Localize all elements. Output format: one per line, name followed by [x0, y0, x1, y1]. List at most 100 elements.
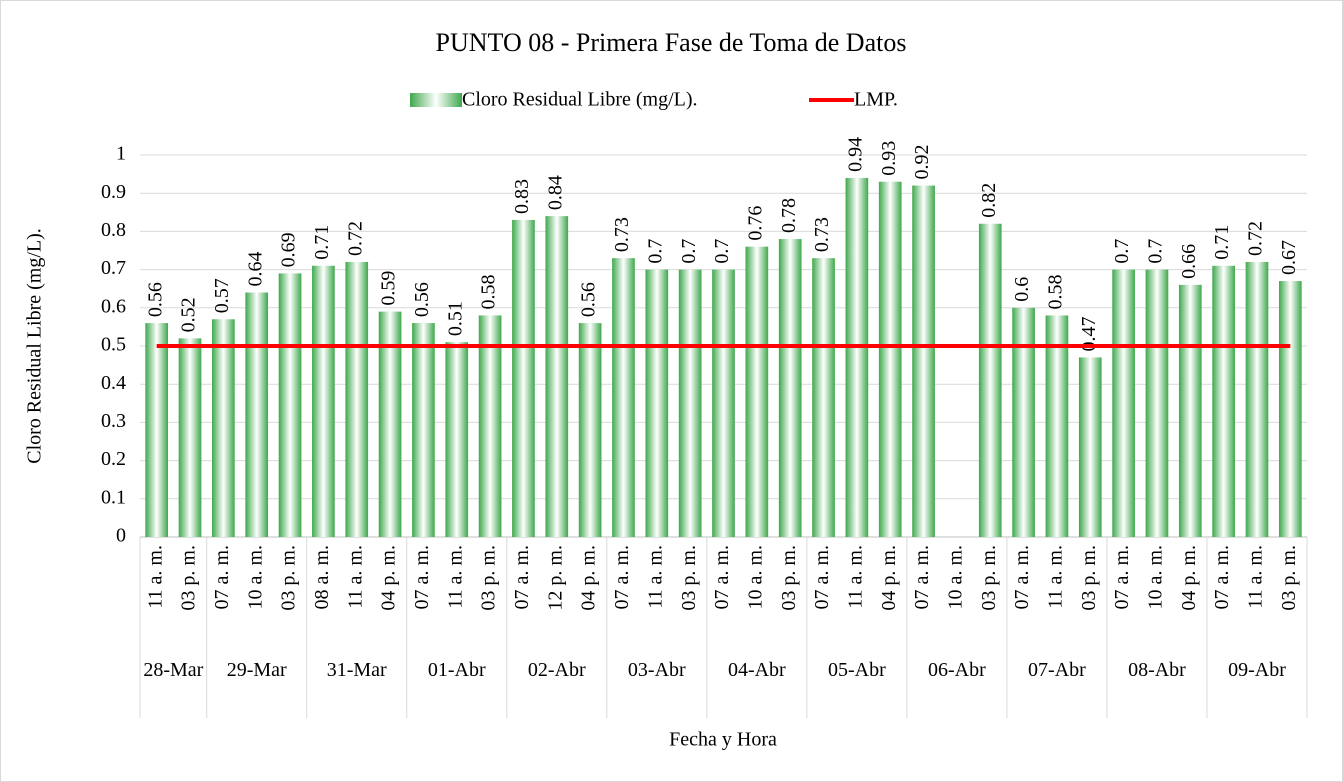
bar — [312, 265, 335, 537]
data-label: 0.51 — [444, 301, 466, 336]
bar — [212, 319, 235, 537]
bar — [912, 185, 935, 537]
data-label: 0.56 — [144, 282, 166, 317]
x-tick-label: 04 p. m. — [378, 545, 400, 611]
data-label: 0.73 — [611, 217, 633, 252]
data-label: 0.64 — [244, 252, 266, 287]
x-tick-label: 10 a. m. — [244, 545, 266, 609]
data-label: 0.78 — [778, 198, 800, 233]
data-label: 0.93 — [878, 141, 900, 176]
x-tick-label: 07 a. m. — [711, 545, 733, 609]
bar — [445, 342, 469, 537]
data-label: 0.82 — [978, 183, 1000, 218]
group-label: 29-Mar — [226, 659, 287, 681]
x-tick-label: 11 a. m. — [444, 545, 466, 609]
data-label: 0.83 — [511, 179, 533, 214]
legend-label: LMP. — [854, 89, 898, 111]
y-axis-title: Cloro Residual Libre (mg/L). — [24, 228, 46, 464]
bar — [712, 269, 735, 537]
bar — [278, 273, 302, 537]
x-tick-label: 04 p. m. — [878, 545, 900, 611]
y-tick-label: 0.5 — [101, 334, 126, 356]
data-label: 0.76 — [744, 206, 766, 241]
data-label: 0.56 — [411, 282, 433, 317]
y-tick-label: 0.2 — [101, 448, 126, 470]
x-tick-label: 10 a. m. — [944, 545, 966, 609]
legend-label: Cloro Residual Libre (mg/L). — [462, 89, 698, 111]
group-label: 09-Abr — [1228, 659, 1286, 681]
bar — [478, 315, 502, 537]
x-tick-label: 11 a. m. — [144, 545, 166, 609]
x-tick-label: 03 p. m. — [278, 545, 300, 611]
bar — [412, 323, 435, 537]
bar — [512, 219, 535, 537]
group-label: 06-Abr — [928, 659, 986, 681]
data-label: 0.72 — [344, 221, 366, 256]
data-label: 0.94 — [844, 137, 866, 172]
bar — [678, 269, 702, 537]
x-tick-label: 07 a. m. — [411, 545, 433, 609]
x-tick-label: 07 a. m. — [211, 545, 233, 609]
chart-title: PUNTO 08 - Primera Fase de Toma de Datos — [436, 28, 907, 57]
data-label: 0.52 — [178, 297, 200, 332]
bar — [145, 323, 169, 537]
x-tick-label: 12 p. m. — [544, 545, 566, 611]
data-label: 0.66 — [1178, 244, 1200, 279]
bar — [645, 269, 669, 537]
bar — [812, 258, 835, 537]
bar — [378, 311, 402, 537]
group-label: 05-Abr — [827, 659, 886, 681]
x-tick-label: 07 a. m. — [1011, 545, 1033, 609]
x-tick-label: 03 p. m. — [1278, 545, 1300, 611]
bar — [1012, 307, 1035, 537]
x-tick-label: 10 a. m. — [744, 545, 766, 609]
group-label: 31-Mar — [326, 659, 387, 681]
data-label: 0.6 — [1011, 277, 1033, 302]
x-tick-label: 07 a. m. — [1111, 545, 1133, 609]
bar — [245, 292, 269, 537]
bar — [1045, 315, 1069, 537]
bar — [578, 323, 602, 537]
x-tick-label: 03 p. m. — [778, 545, 800, 611]
y-tick-label: 0.9 — [101, 181, 126, 203]
data-label: 0.7 — [711, 239, 733, 264]
bar — [1078, 357, 1102, 537]
x-tick-label: 11 a. m. — [1045, 545, 1067, 609]
x-tick-label: 04 p. m. — [1178, 545, 1200, 611]
bar — [1245, 261, 1269, 537]
bar — [1212, 265, 1235, 537]
group-label: 03-Abr — [627, 659, 686, 681]
x-tick-label: 03 p. m. — [678, 545, 700, 611]
x-axis-title: Fecha y Hora — [669, 729, 777, 751]
x-tick-label: 08 a. m. — [311, 545, 333, 609]
data-label: 0.69 — [278, 232, 300, 267]
data-label: 0.58 — [1045, 274, 1067, 309]
x-tick-label: 11 a. m. — [644, 545, 666, 609]
data-label: 0.57 — [211, 278, 233, 313]
x-tick-label: 11 a. m. — [344, 545, 366, 609]
y-tick-label: 0.7 — [101, 257, 126, 279]
y-tick-label: 1 — [116, 143, 126, 165]
data-label: 0.73 — [811, 217, 833, 252]
bar — [778, 239, 802, 538]
data-label: 0.7 — [1145, 239, 1167, 264]
data-label: 0.7 — [644, 239, 666, 264]
x-tick-label: 07 a. m. — [1211, 545, 1233, 609]
bar — [878, 181, 902, 538]
bar — [1178, 284, 1202, 537]
y-tick-label: 0.4 — [101, 372, 126, 394]
group-label: 02-Abr — [527, 659, 586, 681]
x-tick-label: 03 p. m. — [978, 545, 1000, 611]
x-tick-label: 11 a. m. — [1245, 545, 1267, 609]
bar — [978, 223, 1002, 537]
data-label: 0.56 — [578, 282, 600, 317]
data-label: 0.47 — [1078, 316, 1100, 351]
x-tick-label: 03 p. m. — [478, 545, 500, 611]
data-label: 0.59 — [378, 271, 400, 306]
x-tick-label: 07 a. m. — [811, 545, 833, 609]
y-tick-label: 0.1 — [101, 486, 126, 508]
group-label: 28-Mar — [143, 659, 204, 681]
group-label: 08-Abr — [1128, 659, 1186, 681]
